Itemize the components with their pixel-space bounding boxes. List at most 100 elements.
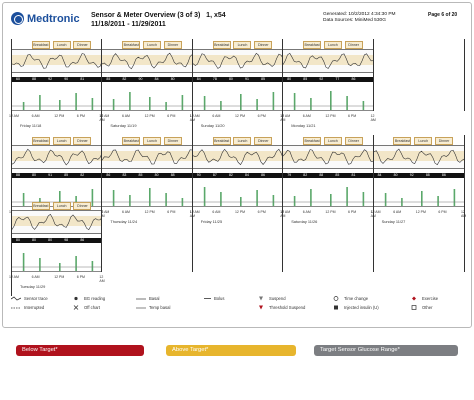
time-tick-label: 12 AM: [370, 114, 376, 122]
bg-band: 90 87 82 84 86: [192, 173, 284, 178]
bg-value: 80: [287, 77, 292, 81]
bg-value: 84: [196, 77, 201, 81]
bg-band: 85 82 90 84 80: [102, 77, 193, 82]
time-tick-label: 6 AM: [393, 210, 402, 214]
insulin-plot: [283, 84, 374, 111]
insulin-plot: [102, 180, 193, 207]
sensor-trace: [192, 52, 284, 69]
meal-tag: Lunch: [233, 137, 252, 145]
time-tick-label: 12 AM: [9, 114, 19, 118]
bg-value: 80: [48, 238, 53, 242]
insulin-plot: [102, 84, 193, 111]
meal-tag: Dinner: [344, 137, 363, 145]
date-range: 11/18/2011 - 11/29/2011: [91, 21, 166, 28]
glucose-plot: [192, 49, 284, 73]
bg-value: 84: [245, 173, 249, 177]
sensor-trace: [102, 149, 193, 165]
week-row-3: Breakfast Lunch Dinner 80 80 80 98 86 12 AM 6 AM 1…: [9, 200, 467, 296]
bg-value: 82: [80, 173, 85, 177]
meal-tag: Dinner: [344, 41, 363, 49]
bg-value: 92: [319, 77, 324, 81]
bg-band: 80 80 80 98 86: [12, 238, 103, 243]
bg-value: 80: [32, 238, 36, 242]
bg-value: 85: [106, 77, 111, 81]
day-label: Tuesday 11/29: [20, 284, 46, 289]
bg-value: 88: [32, 77, 36, 81]
target-range-button[interactable]: Target Sensor Glucose Range*: [314, 345, 458, 356]
time-tick-label: 12 PM: [325, 210, 336, 214]
sensor-trace-icon: [10, 296, 22, 301]
threshold-suspend-icon: [256, 305, 266, 310]
legend-threshold-suspend: Threshold Suspend: [256, 305, 305, 310]
bg-value: 80: [228, 77, 233, 81]
bg-value: 80: [170, 77, 175, 81]
insulin-plot: [192, 84, 284, 111]
day-panel: Breakfast Lunch Dinner 84 78 80 91 85 12 AM 6 AM 1…: [189, 39, 285, 135]
time-tick-label: 12 AM: [189, 114, 200, 118]
bg-value: 86: [351, 77, 356, 81]
time-tick-label: 6 PM: [347, 210, 357, 214]
bg-value: 85: [138, 173, 143, 177]
time-tick-label: 6 AM: [31, 275, 40, 279]
time-tick-label: 6 PM: [76, 275, 85, 279]
meal-tag: Lunch: [323, 137, 342, 145]
time-tick-label: 12 AM: [99, 114, 110, 118]
bg-band: 60 88 92 90 81: [12, 77, 103, 82]
legend-bg-reading: BG reading: [71, 296, 105, 301]
bg-value: 88: [319, 173, 324, 177]
legend-temp-basal: Temp basal: [136, 305, 170, 310]
bg-value: 81: [351, 173, 356, 177]
medtronic-logo: Medtronic: [11, 12, 80, 25]
legend: Sensor trace Interrupted BG reading Off …: [10, 296, 467, 326]
time-tick-label: 6 AM: [121, 210, 130, 214]
day-label: Saturday 11/26: [291, 219, 318, 224]
bolus-bars: [12, 93, 103, 110]
meal-tag: Breakfast: [31, 202, 50, 210]
empty-day-panel: [191, 200, 283, 272]
empty-day-panel: [101, 200, 192, 272]
meal-tag: Breakfast: [31, 137, 50, 145]
day-panel: Breakfast Lunch Dinner 90 87 82 84 86 12 AM 6 AM 1…: [190, 135, 285, 231]
time-tick-label: 6 AM: [302, 210, 311, 214]
glucose-plot: [283, 145, 374, 169]
bg-value: 81: [80, 77, 85, 81]
interrupted-icon: [11, 305, 21, 310]
below-target-button[interactable]: Below Target*: [16, 345, 144, 356]
bg-value: 88: [425, 173, 430, 177]
legend-exercise: Exercise: [409, 296, 438, 301]
basal-icon: [136, 296, 146, 301]
meal-tag: Dinner: [163, 137, 182, 145]
bg-value: 91: [245, 77, 249, 81]
report-title: Sensor & Meter Overview (3 of 3) 1, x54: [91, 12, 226, 19]
time-tick-label: 12 PM: [144, 114, 155, 118]
legend-time-change: Time change: [331, 296, 368, 301]
generated-date: Generated: 10/2/2012 4:34:30 PM: [323, 12, 396, 17]
meal-tag: Dinner: [163, 41, 182, 49]
meal-tag: Lunch: [52, 137, 71, 145]
time-tick-label: 6 AM: [31, 114, 40, 118]
above-target-button[interactable]: Above Target*: [166, 345, 296, 356]
sensor-trace: [102, 52, 193, 70]
meal-tag: Dinner: [254, 41, 273, 49]
time-tick-label: 6 PM: [438, 210, 447, 214]
time-tick-label: 6 PM: [167, 210, 176, 214]
insulin-plot: [373, 180, 464, 207]
bg-value: 60: [16, 77, 20, 81]
injected-insulin-icon: [331, 305, 341, 310]
bg-value: 86: [441, 173, 446, 177]
report-page: Medtronic Sensor & Meter Overview (3 of …: [2, 2, 472, 328]
time-tick-label: 6 PM: [257, 210, 266, 214]
day-label: Thursday 11/24: [110, 219, 138, 224]
bg-value: 88: [16, 173, 20, 177]
bolus-bars: [12, 253, 103, 271]
bg-value: 82: [122, 77, 127, 81]
empty-day-panel: [372, 200, 465, 272]
bg-value: 79: [287, 173, 292, 177]
legend-sensor-trace: Sensor trace: [10, 296, 48, 301]
bg-value: 92: [409, 173, 414, 177]
time-tick-label: 6 AM: [212, 210, 221, 214]
time-tick-label: 12 PM: [54, 114, 65, 118]
glucose-plot: [12, 145, 103, 169]
